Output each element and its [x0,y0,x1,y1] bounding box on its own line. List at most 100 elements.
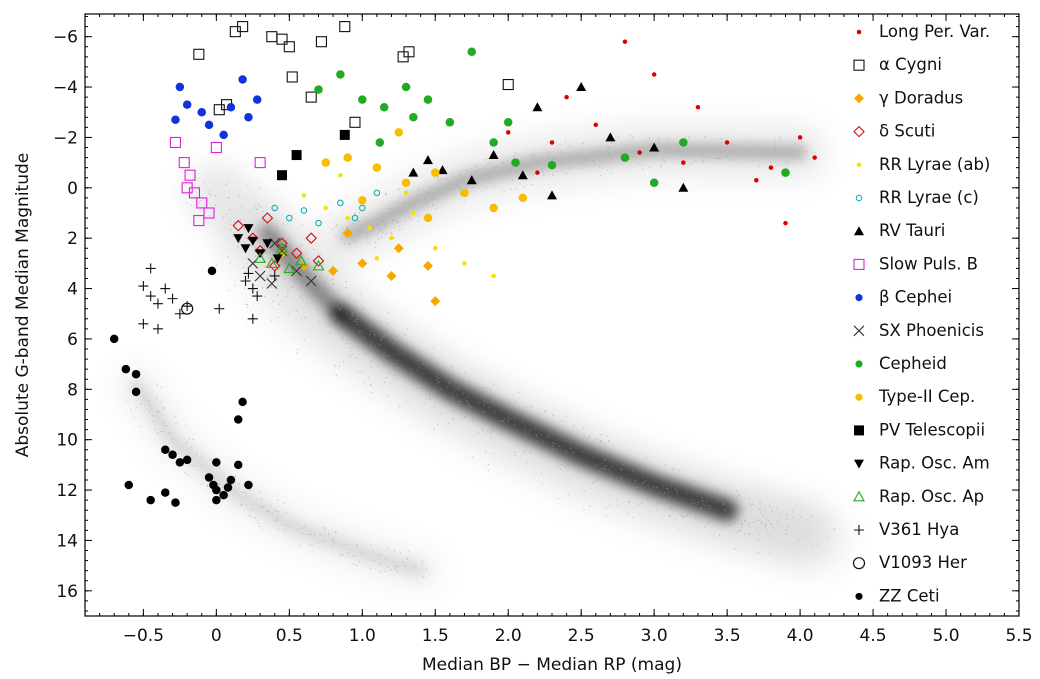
data-point [169,136,182,149]
data-point [271,204,278,212]
data-point [338,172,343,178]
data-point [505,130,511,135]
y-tick-labels: −6 −4 −2 0 2 4 6 8 10 12 14 16 [53,28,78,602]
data-point [254,252,267,263]
data-point [266,31,278,43]
data-point [423,213,433,223]
data-point [305,232,317,244]
data-point [358,196,367,205]
data-point [651,72,657,77]
data-point [214,303,225,314]
legend-marker [855,294,863,302]
data-point [261,212,274,224]
data-point [315,219,322,227]
data-point [437,165,448,175]
data-point [460,188,469,198]
data-point [359,204,366,212]
legend-marker [853,125,865,138]
data-point [196,197,208,209]
data-point [175,458,185,467]
data-point [312,259,325,271]
series-cygni [193,21,514,128]
legend-marker [852,557,866,570]
binary-sequence-halo [217,213,850,576]
series-rap-osc-am [233,224,283,264]
y-tick-label: 10 [56,431,78,451]
data-point [678,182,689,192]
x-tick-label: 1.5 [422,626,449,646]
legend-marker [853,258,865,270]
data-point [193,48,205,60]
data-point [238,397,247,407]
y-axis-title: Absolute G-band Median Magnitude [13,153,33,458]
data-point [518,193,528,203]
data-point [564,94,569,100]
data-point [121,364,131,374]
legend-label: ZZ Ceti [879,586,940,605]
data-point [244,113,253,122]
data-point [547,190,557,200]
data-point [502,78,514,91]
data-point [247,283,258,294]
data-point [276,33,288,45]
data-point [547,160,557,170]
data-point [337,199,344,207]
legend-marker [855,592,863,600]
data-point [336,70,345,79]
data-point [254,270,266,282]
data-point [622,39,628,44]
data-point [532,102,543,112]
series-zz-ceti [109,266,253,507]
x-tick-label: 3.0 [641,626,668,646]
data-point [489,138,498,147]
data-point [517,170,528,180]
data-point [781,168,790,177]
data-point [244,480,253,490]
data-point [605,132,616,142]
data-point [265,257,278,268]
data-point [178,157,190,169]
legend-marker [853,490,865,502]
data-point [511,158,520,167]
series-sx-phoenicis [247,237,317,289]
data-point [408,167,419,177]
data-point [445,118,455,127]
data-point [193,214,205,227]
data-point [491,273,496,279]
data-point [375,138,385,147]
data-point [535,170,540,175]
data-point [286,71,298,83]
legend-marker [855,194,863,202]
data-point [181,182,193,194]
y-tick-label: 14 [56,531,78,551]
series-cepheid [314,47,790,188]
data-point [291,265,302,277]
legend-marker [854,93,864,104]
data-point [252,95,262,104]
y-tick-label: 12 [56,481,78,501]
data-point [372,163,382,172]
data-point [283,262,296,273]
data-point [345,215,350,221]
y-tick-label: 6 [67,330,78,350]
data-point [174,308,185,319]
data-point [203,207,215,219]
data-point [358,95,367,104]
y-tick-label: 8 [67,380,78,400]
data-point [291,150,302,161]
data-point [321,158,331,167]
data-point [243,268,254,279]
x-tick-label: 2.0 [495,626,522,646]
data-point [409,113,418,122]
data-point [649,178,659,188]
series-slow-puls-b [169,136,266,227]
data-point [374,256,380,261]
data-point [576,82,587,92]
data-point [175,82,185,92]
data-point [167,293,178,304]
data-point [219,490,228,500]
legend-label: Type-II Cep. [878,387,975,406]
legend-label: RV Tauri [879,221,945,240]
data-point [305,91,317,103]
